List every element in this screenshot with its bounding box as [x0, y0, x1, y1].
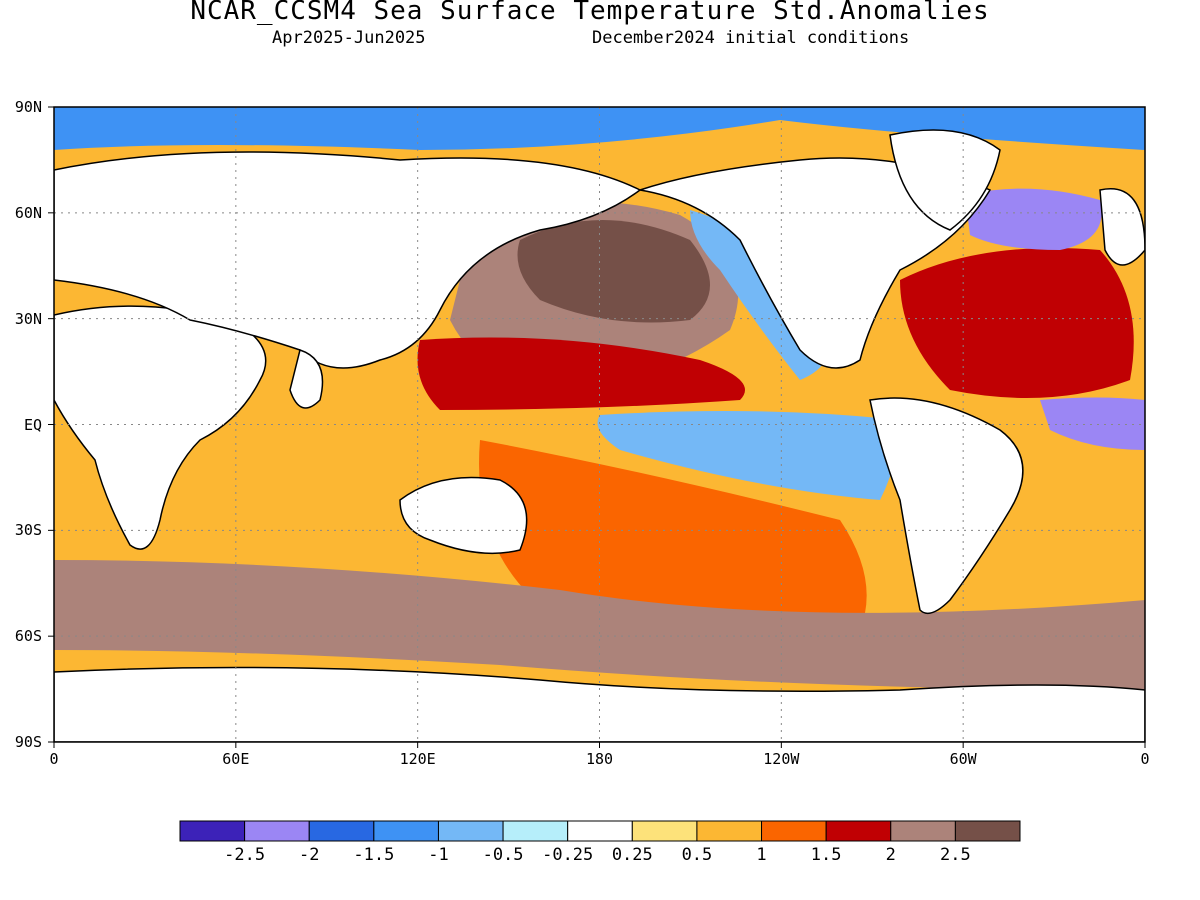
colorbar-swatch	[244, 820, 310, 842]
land-india	[289, 349, 324, 409]
land-antarctica	[54, 666, 1145, 742]
colorbar-label: -1.5	[353, 845, 395, 865]
colorbar-label: -0.5	[482, 845, 524, 865]
colorbar-swatch	[954, 820, 1021, 842]
forecast-period: Apr2025-Jun2025	[272, 28, 426, 48]
colorbar-swatch	[890, 820, 956, 842]
anomaly-region-kuroshio-warm-band	[417, 337, 745, 410]
colorbar-swatch	[696, 820, 763, 842]
anomaly-region-north-atlantic-warm	[900, 248, 1134, 398]
colorbar	[179, 820, 1021, 842]
colorbar-label: -2.5	[224, 845, 266, 865]
land-eurasia	[54, 151, 642, 369]
axis-ticks	[48, 106, 1146, 748]
anomaly-region-equatorial-atlantic-cold	[1040, 397, 1145, 450]
lat-tick-label: 60S	[14, 627, 42, 646]
lon-tick-label: 120W	[763, 750, 800, 768]
lat-tick-label: EQ	[23, 415, 42, 434]
colorbar-label: 0.25	[611, 845, 653, 865]
lon-tick-label: 180	[585, 750, 614, 768]
lon-tick-label: 0	[1140, 750, 1150, 768]
initial-conditions: December2024 initial conditions	[592, 28, 910, 48]
colorbar-swatch	[502, 820, 569, 842]
lat-tick-label: 30S	[14, 521, 42, 540]
lat-tick-label: 90N	[14, 98, 42, 116]
land-north-america	[639, 157, 992, 369]
colorbar-swatch	[825, 820, 892, 842]
colorbar-swatch	[179, 820, 246, 842]
colorbar-label: 2	[885, 845, 896, 865]
colorbar-swatch	[631, 820, 698, 842]
lat-tick-label: 90S	[14, 733, 42, 751]
colorbar-swatch	[308, 820, 375, 842]
colorbar-label: -2	[298, 845, 320, 865]
lon-tick-label: 60W	[949, 750, 977, 768]
lat-tick-label: 60N	[14, 203, 42, 222]
anomaly-region-north-pacific-core	[517, 220, 710, 323]
colorbar-label: 1	[756, 845, 767, 865]
colorbar-label: 2.5	[940, 845, 971, 865]
lon-tick-label: 120E	[399, 750, 436, 768]
anomaly-region-subpolar-atlantic-cold	[965, 188, 1102, 250]
lat-tick-label: 30N	[14, 309, 42, 328]
grid-lines	[54, 107, 1145, 742]
colorbar-swatch	[567, 820, 633, 842]
colorbar-label: 1.5	[810, 845, 842, 865]
land-masses	[54, 129, 1145, 742]
map-title: NCAR_CCSM4 Sea Surface Temperature Std.A…	[190, 0, 990, 26]
map-plot-area	[54, 107, 1145, 742]
colorbar-swatch	[437, 820, 504, 842]
colorbar-swatch	[761, 820, 827, 842]
land-south-america	[869, 397, 1024, 615]
colorbar-label: -0.25	[542, 845, 594, 865]
lon-tick-label: 0	[49, 750, 59, 768]
lon-tick-label: 60E	[222, 750, 250, 768]
colorbar-swatch	[373, 820, 439, 842]
anomaly-region-equatorial-pacific-cool-tongue	[597, 411, 900, 500]
colorbar-label: -1	[428, 845, 449, 865]
colorbar-label: 0.5	[681, 845, 713, 865]
land-greenland	[889, 129, 1001, 231]
anomaly-region-south-pacific-warm	[479, 440, 867, 634]
land-australia	[399, 476, 528, 555]
